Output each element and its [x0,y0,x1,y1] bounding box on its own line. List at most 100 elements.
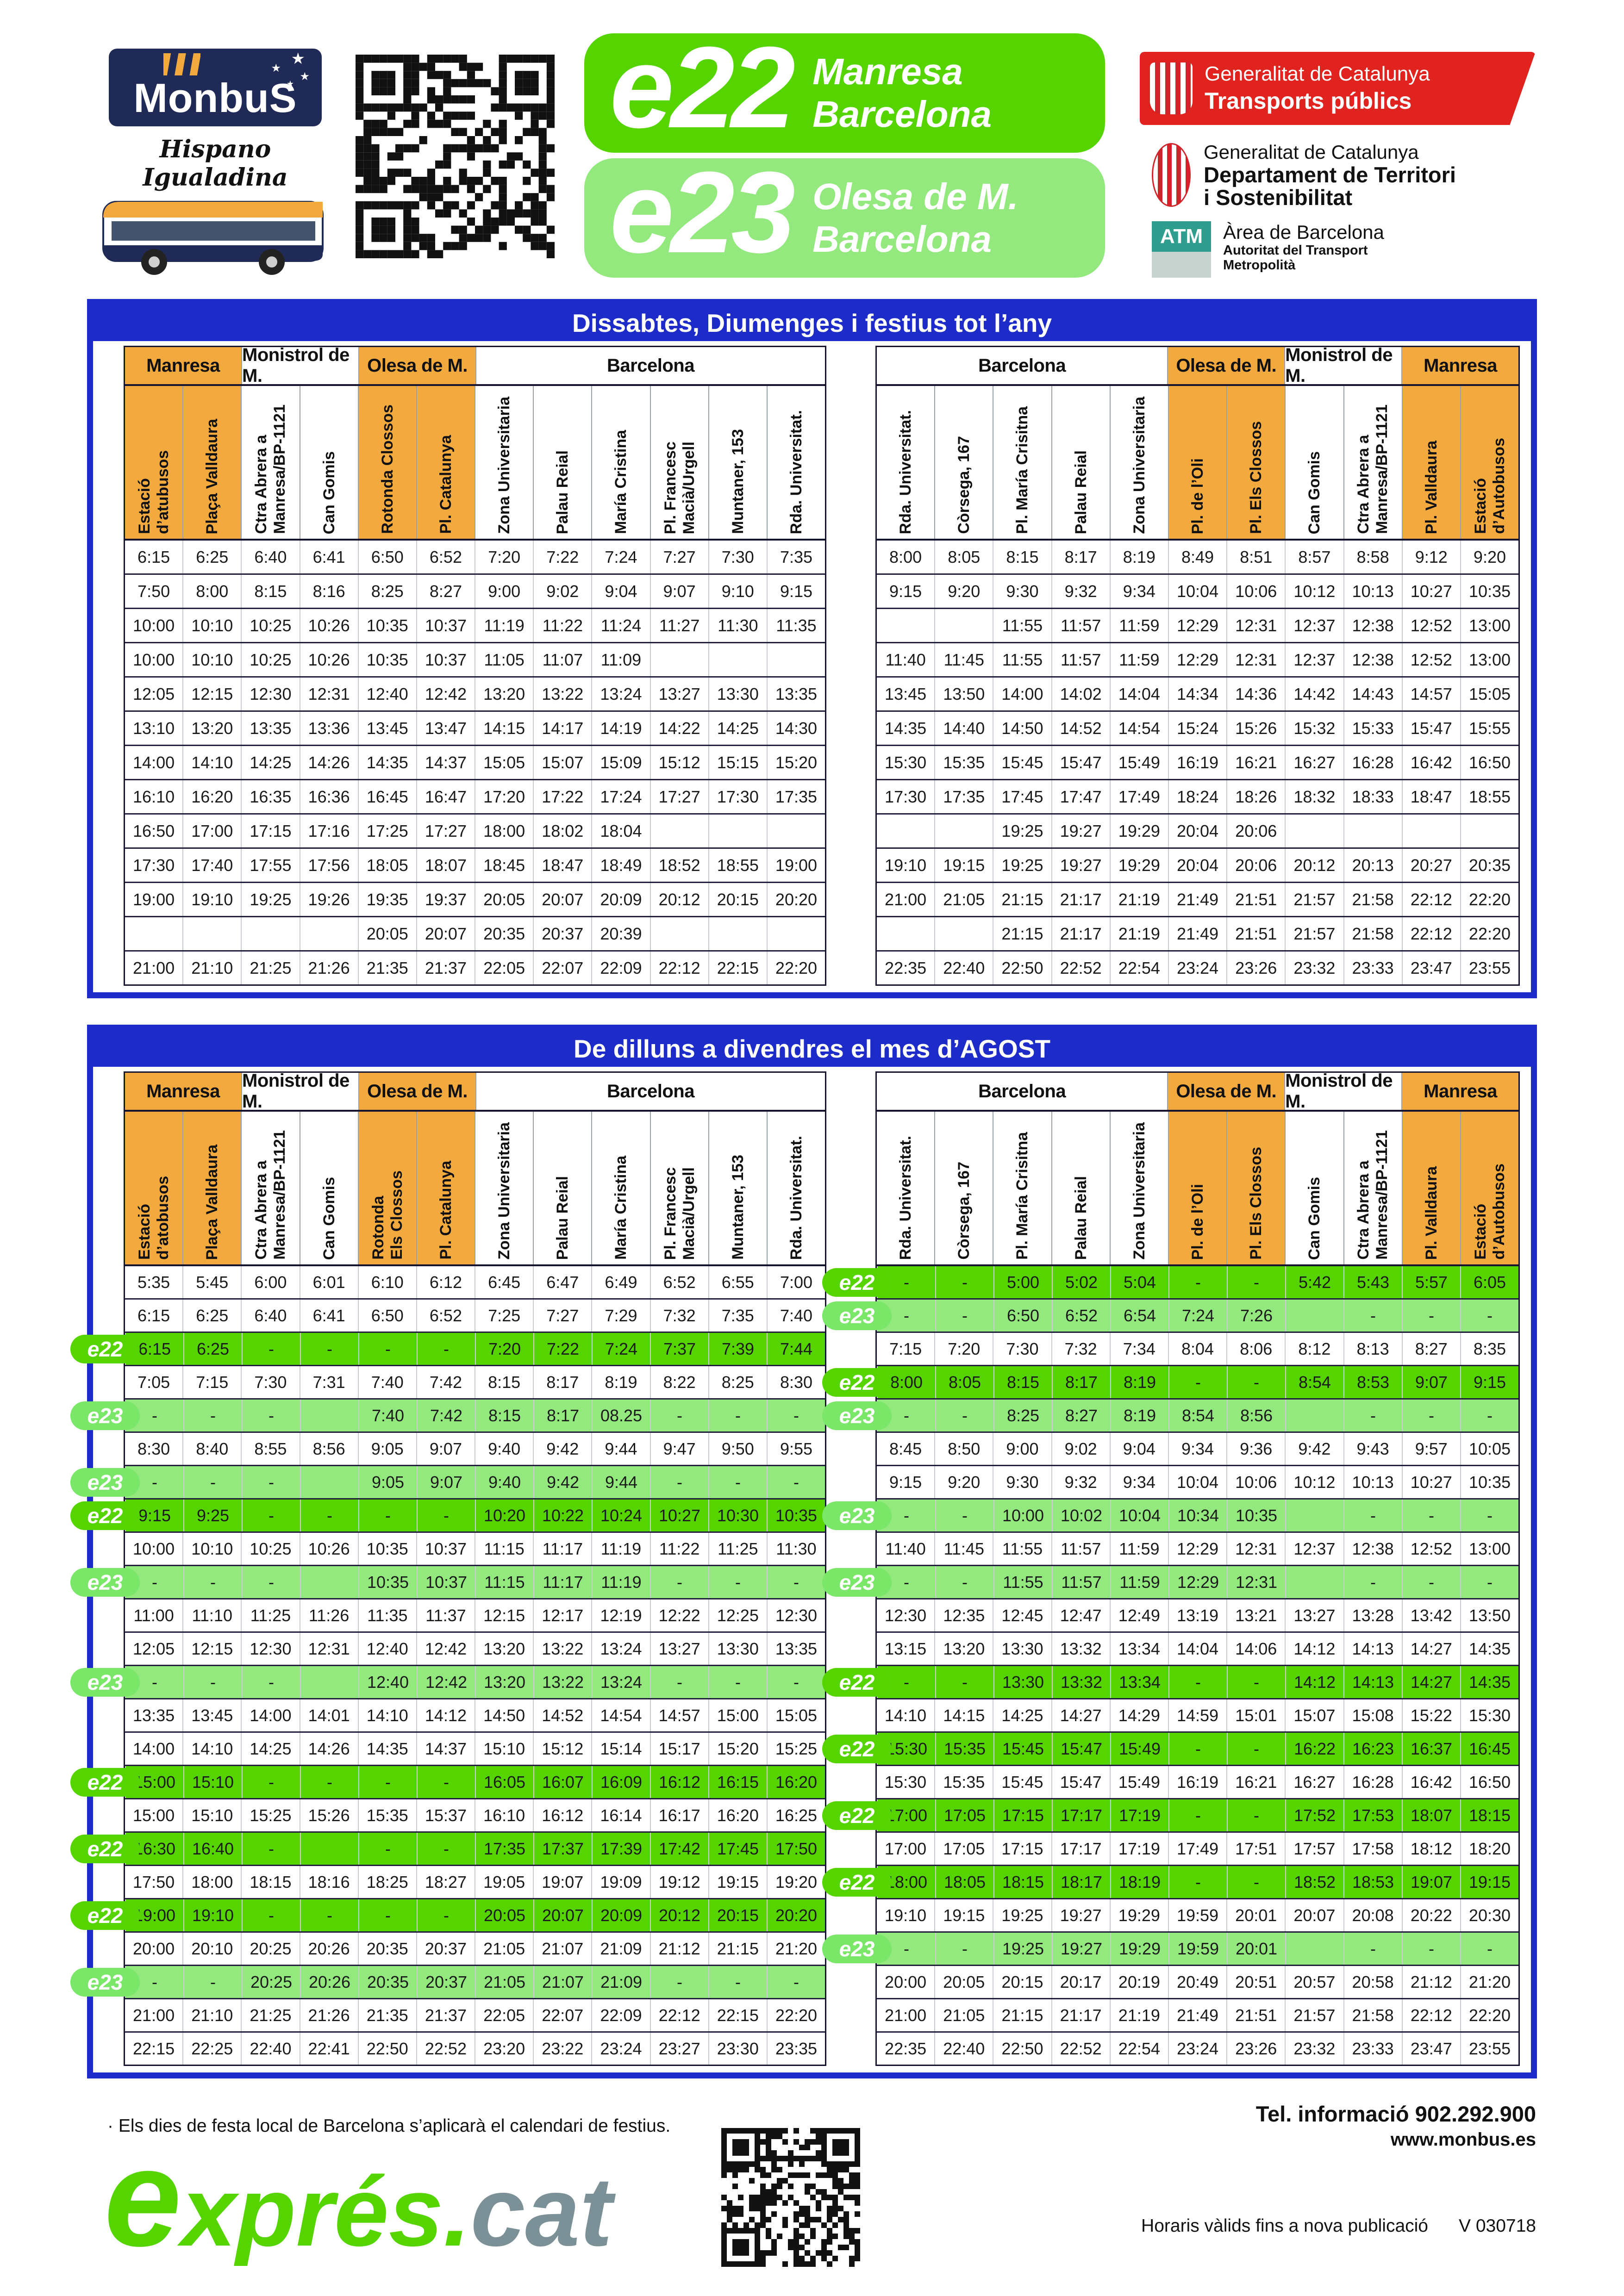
time-cell: 9:02 [1051,1433,1110,1465]
route-code-e22: e22 [610,23,795,152]
stop-group-header: Barcelona [978,355,1066,376]
time-cell: 14:01 [299,1699,358,1731]
time-cell: 14:27 [1051,1699,1110,1731]
time-cell: 19:10 [885,855,927,875]
time-cell: 9:43 [1343,1433,1402,1465]
time-cell: 10:13 [1343,1466,1402,1498]
time-cell: 16:27 [1285,746,1343,779]
time-cell: 18:55 [708,849,767,882]
time-cell: - [242,1500,300,1531]
time-cell: 18:15 [241,1866,299,1898]
time-cell: 17:35 [766,780,825,813]
time-cell: 10:13 [1343,575,1402,608]
time-cell: 13:20 [475,1633,533,1665]
time-cell: - [242,1400,300,1431]
time-cell: 15:32 [1285,712,1343,745]
time-cell: 13:20 [475,1666,533,1698]
time-cell: 14:36 [1226,678,1285,710]
stop-group-header: Olesa de M. [1167,1073,1285,1110]
timetable-row: 8:00 8:05 8:15 8:17 8:19 8:49 8:51 8:57 8:58 9:12… [877,541,1518,575]
time-cell: 20:51 [1226,1966,1285,1998]
time-cell: 17:39 [592,1833,650,1865]
time-cell: 12:42 [417,1666,475,1698]
time-cell: 16:21 [1226,1766,1285,1798]
station-header: Palau Reial [533,386,591,539]
time-cell: 15:00 [708,1699,767,1731]
time-cell: 9:30 [993,575,1051,608]
time-cell: 8:19 [1110,1400,1168,1431]
route-badge-e22: e22 [822,1268,892,1297]
route-badge-e22: e22 [822,1867,892,1897]
time-cell: 14:34 [1168,678,1226,710]
time-cell: 18:25 [357,1866,416,1898]
time-cell: 8:19 [1109,541,1168,573]
time-cell: 6:52 [416,541,475,573]
time-cell: 20:00 [133,1939,175,1958]
time-cell: 15:26 [1226,712,1285,745]
time-cell: 9:55 [766,1433,825,1465]
time-cell: 20:05 [934,1966,993,1998]
time-cell: 20:37 [533,917,591,950]
time-cell: 10:35 [357,609,416,642]
station-header: Ctra Abrera a Manresa/BP-1121 [241,386,299,539]
time-cell: 17:45 [708,1833,767,1865]
time-cell: 8:45 [889,1439,922,1458]
time-cell: 10:25 [241,643,299,676]
time-cell: 15:12 [533,1733,591,1765]
timetable-row: e23- -10:00 10:02 10:04 10:34 10:35- - - [822,1500,1518,1533]
time-cell: 22:54 [1109,2033,1168,2065]
time-cell: 9:42 [1285,1433,1343,1465]
time-cell: 17:42 [650,1833,708,1865]
route-badge-e23: e23 [822,1301,892,1330]
time-cell: 11:55 [993,1566,1052,1598]
time-cell: 10:35 [767,1500,825,1531]
timetable-row: 11:55 11:57 11:59 12:29 12:31 12:37 12:38 12:52… [877,609,1518,643]
timetable-row: e23- -11:55 11:57 11:59 12:29 12:31- - - [822,1566,1518,1599]
time-cell: 15:35 [357,1799,416,1831]
time-cell: 18:00 [475,815,533,847]
time-cell: 12:31 [299,678,358,710]
time-cell: - [1343,1566,1402,1598]
version-code: V 030718 [1459,2216,1536,2236]
stop-group-header: Olesa de M. [358,347,475,384]
time-cell: 13:20 [475,678,533,710]
time-cell: 12:38 [1343,609,1402,642]
time-cell: 16:20 [767,1766,825,1798]
time-cell: - [183,1666,242,1698]
time-cell: 6:52 [416,1300,475,1332]
time-cell: 6:50 [993,1300,1052,1332]
gencat-transports-logo: Generalitat de Catalunya Transports públ… [1140,52,1536,125]
time-cell: 14:52 [533,1699,591,1731]
time-cell: - [708,1966,767,1998]
time-cell: 15:17 [650,1733,708,1765]
time-cell: 5:00 [993,1266,1052,1298]
time-cell: 18:26 [1226,780,1285,813]
time-cell: 14:57 [1401,678,1460,710]
time-cell: 15:24 [1168,712,1226,745]
time-cell: 10:35 [1460,575,1518,608]
time-cell: - [1460,1933,1518,1965]
time-cell: 10:27 [650,1500,708,1531]
time-cell: 13:19 [1168,1599,1226,1631]
station-header: Pl. Catalunya [416,1112,475,1264]
timetable-row: 10:00 10:10 10:25 10:26 10:35 10:37 11:05 11:07… [125,643,825,678]
time-cell: 7:42 [416,1366,475,1398]
time-cell: - [242,1333,300,1365]
station-label: Palau Reial [554,1176,572,1260]
time-cell: 8:30 [766,1366,825,1398]
route-badge-e23: e23 [822,1401,892,1430]
time-cell: 19:25 [993,849,1051,882]
time-cell: 12:15 [475,1599,533,1631]
time-cell: - [767,1666,825,1698]
route-badge-e22: e22 [822,1368,892,1397]
timetable-row: 16:10 16:20 16:35 16:36 16:45 16:47 17:20 17:22… [125,780,825,815]
time-cell: 11:24 [591,609,650,642]
time-cell: 15:22 [1401,1699,1460,1731]
time-cell: 20:01 [1226,1899,1285,1931]
station-header: Muntaner, 153 [708,1112,767,1264]
time-cell: - [708,1466,767,1498]
time-cell: 18:07 [416,849,475,882]
time-cell: 16:10 [133,787,175,806]
time-cell: 18:12 [1401,1833,1460,1865]
route-badge-e22: e22 [822,1668,892,1697]
